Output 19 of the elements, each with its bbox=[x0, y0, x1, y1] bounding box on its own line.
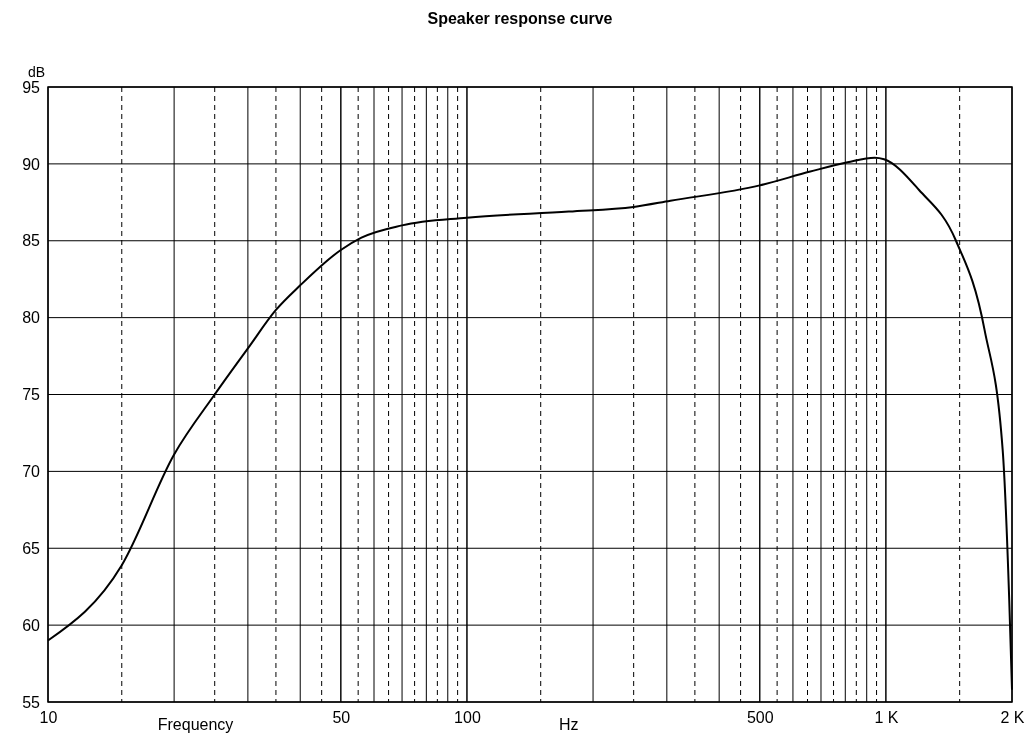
y-tick-label: 90 bbox=[22, 155, 41, 173]
chart-title: Speaker response curve bbox=[427, 10, 613, 27]
x-tick-label: 1 K bbox=[874, 709, 899, 727]
x-tick-label: 50 bbox=[332, 709, 351, 727]
x-tick-label: 100 bbox=[454, 709, 481, 727]
x-tick-label: 2 K bbox=[1000, 709, 1025, 727]
x-axis-title: Frequency bbox=[157, 716, 234, 733]
x-tick-label: 500 bbox=[746, 709, 774, 727]
y-tick-label: 85 bbox=[22, 232, 41, 250]
y-tick-label: 60 bbox=[22, 616, 41, 634]
y-tick-label: 65 bbox=[22, 539, 41, 557]
y-tick-label: 70 bbox=[22, 462, 41, 480]
y-tick-label: 80 bbox=[22, 309, 41, 327]
y-axis-title: dB bbox=[28, 64, 46, 80]
y-tick-label: 75 bbox=[22, 386, 41, 404]
y-tick-label: 95 bbox=[22, 78, 41, 96]
y-tick-label: 55 bbox=[22, 693, 41, 711]
text: Hz bbox=[558, 716, 579, 733]
x-tick-label: 10 bbox=[39, 709, 58, 727]
